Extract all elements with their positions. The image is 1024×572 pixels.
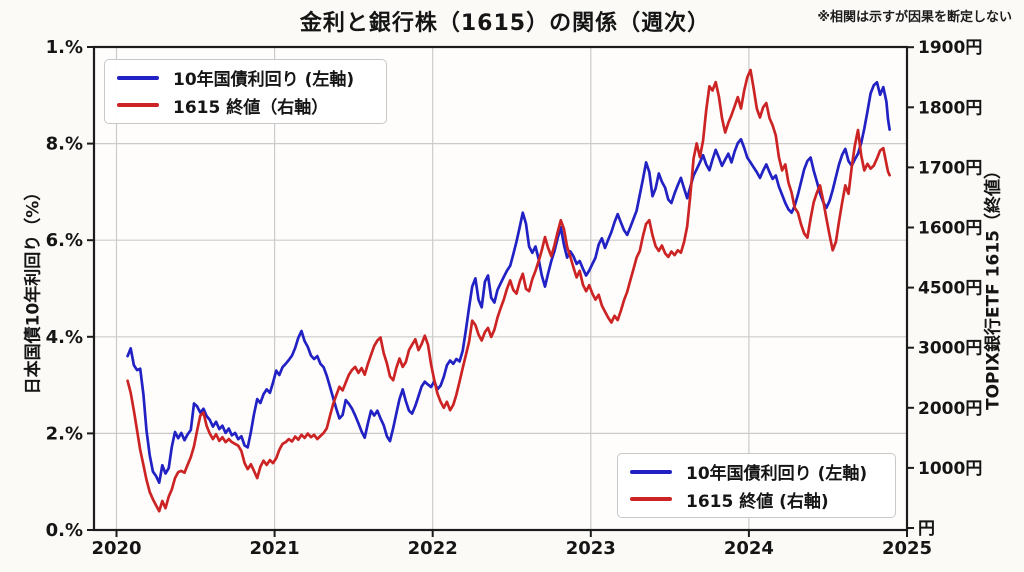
x-axis-tick-label: 2022 [408, 538, 458, 559]
legend-label-etf: 1615 終値（右軸） [173, 97, 329, 118]
legend-item-yield: 10年国債利回り (左軸) [630, 459, 883, 484]
etf-line-swatch [117, 103, 159, 107]
legend-label-etf: 1615 終値 (右軸) [686, 491, 829, 512]
y-left-tick-label: 6.% [46, 230, 83, 251]
y-right-tick-label: 1800円 [918, 98, 982, 118]
y-left-tick-label: 4.% [46, 327, 83, 348]
chart-title: 金利と銀行株（1615）の関係（週次） [299, 11, 711, 36]
y-right-tick-label: 1900円 [918, 38, 982, 58]
y-right-tick-label: 3000円 [918, 339, 982, 359]
axes-spines [92, 45, 909, 532]
y-right-tick-label: 4500円 [918, 279, 982, 299]
y-left-tick-label: 8.% [46, 134, 83, 155]
y-right-tick-label: 1000円 [918, 459, 982, 479]
disclaimer-note: ※相関は示すが因果を断定しない [817, 10, 1012, 25]
y-right-tick-label: 円 [918, 519, 935, 539]
legend-item-yield: 10年国債利回り (左軸) [117, 65, 374, 90]
y-left-tick-label: 2.% [46, 423, 83, 444]
x-axis-tick-label: 2025 [882, 538, 932, 559]
x-axis-tick-label: 2023 [566, 538, 616, 559]
x-axis-tick-label: 2024 [724, 538, 774, 559]
y-left-tick-label: 1.% [46, 37, 83, 58]
legend-label-yield: 10年国債利回り (左軸) [173, 70, 355, 91]
yield-line-swatch [630, 470, 672, 474]
legend-item-etf: 1615 終値 (右軸) [630, 487, 883, 512]
yield-line-swatch [117, 76, 159, 80]
y-right-tick-label: 2000円 [918, 399, 982, 419]
x-axis-tick-label: 2021 [250, 538, 300, 559]
series-line-jgb-yield [126, 80, 891, 485]
y-right-tick-label: 1700円 [918, 158, 982, 178]
series-line-1615-close [126, 68, 891, 513]
y-right-tick-label: 1600円 [918, 219, 982, 239]
legend-lower-right: 10年国債利回り (左軸) 1615 終値 (右軸) [617, 453, 896, 518]
legend-item-etf: 1615 終値（右軸） [117, 93, 374, 118]
legend-label-yield: 10年国債利回り (左軸) [686, 464, 868, 485]
etf-line-swatch [630, 497, 672, 501]
x-axis-tick-label: 2020 [91, 538, 141, 559]
plot-background [94, 47, 907, 530]
legend-upper-left: 10年国債利回り (左軸) 1615 終値（右軸） [104, 59, 387, 124]
y-axis-left-label: 日本国債10年利回り（%） [23, 183, 44, 395]
y-axis-right-label: TOPIX銀行ETF 1615（終値） [983, 162, 1004, 410]
y-left-tick-label: 0.% [46, 520, 83, 541]
